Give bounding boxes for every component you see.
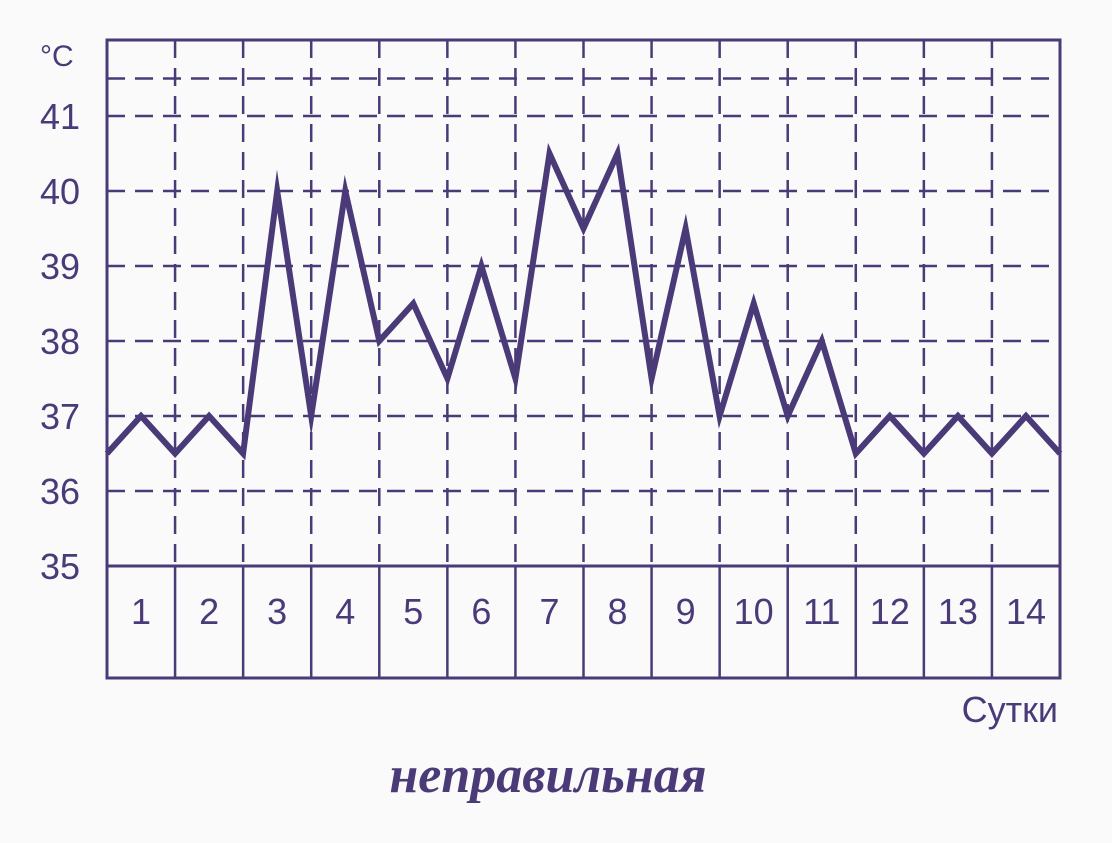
day-label: 8 [608, 591, 628, 632]
day-label: 12 [870, 591, 910, 632]
y-tick-label: 38 [40, 321, 80, 362]
y-tick-label: 35 [40, 546, 80, 587]
day-label: 9 [676, 591, 696, 632]
day-label: 14 [1006, 591, 1046, 632]
x-axis-label: Сутки [962, 689, 1058, 730]
day-label: 1 [131, 591, 151, 632]
y-tick-label: 41 [40, 96, 80, 137]
day-label: 13 [938, 591, 978, 632]
day-label: 10 [734, 591, 774, 632]
temperature-series-line [104, 143, 1063, 461]
day-label: 5 [403, 591, 423, 632]
y-tick-label: 40 [40, 171, 80, 212]
day-label: 3 [267, 591, 287, 632]
y-axis-unit: °C [40, 40, 74, 73]
y-tick-label: 39 [40, 246, 80, 287]
day-label: 6 [471, 591, 491, 632]
y-tick-label: 37 [40, 396, 80, 437]
y-tick-label: 36 [40, 471, 80, 512]
day-label: 11 [803, 591, 840, 632]
day-label: 7 [539, 591, 559, 632]
day-label: 2 [199, 591, 219, 632]
day-label: 4 [335, 591, 355, 632]
chart-title: неправильная [389, 747, 706, 804]
